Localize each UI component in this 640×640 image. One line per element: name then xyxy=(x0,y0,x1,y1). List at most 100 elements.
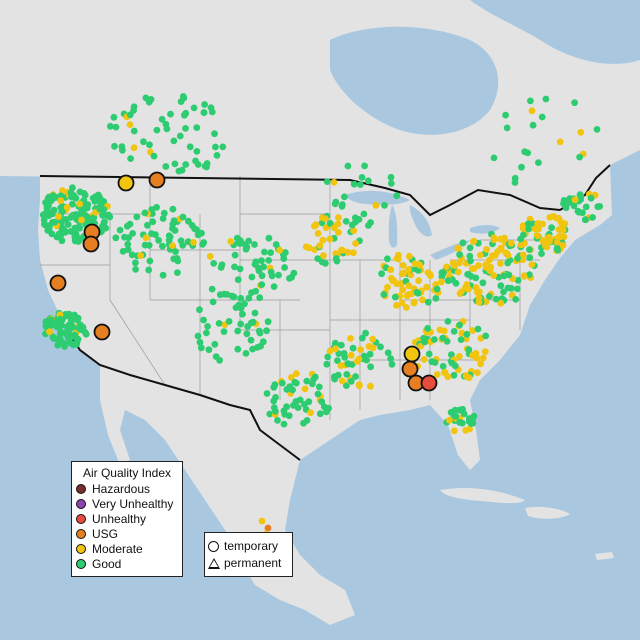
monitor-dot xyxy=(203,163,210,171)
monitor-dot xyxy=(323,178,331,186)
monitor-dot xyxy=(291,378,299,386)
monitor-dot xyxy=(272,408,279,415)
monitor-dot xyxy=(57,197,65,205)
monitor-dot xyxy=(316,242,324,250)
major-monitor-moderate xyxy=(117,174,135,192)
monitor-dot xyxy=(456,353,463,360)
monitor-dot xyxy=(398,299,406,307)
monitor-dot xyxy=(331,339,339,347)
monitor-dot xyxy=(76,200,84,208)
monitor-dot xyxy=(59,207,67,215)
monitor-dot xyxy=(124,246,132,254)
monitor-dot xyxy=(474,369,481,376)
monitor-dot xyxy=(497,246,504,253)
monitor-dot xyxy=(280,420,288,428)
monitor-dot xyxy=(419,296,426,304)
monitor-dot xyxy=(314,390,322,398)
monitor-dot xyxy=(561,220,569,228)
legend-item-unhealthy: Unhealthy xyxy=(76,512,146,526)
monitor-dot xyxy=(553,214,560,222)
monitor-dot xyxy=(406,252,413,260)
monitor-dot xyxy=(55,213,62,221)
monitor-dot xyxy=(258,257,265,265)
monitor-dot xyxy=(57,321,65,329)
monitor-dot xyxy=(234,276,242,284)
monitor-dot xyxy=(546,214,554,221)
monitor-dot xyxy=(450,328,458,335)
monitor-dot xyxy=(456,321,463,329)
monitor-dot xyxy=(421,338,429,346)
monitor-dot xyxy=(129,230,137,237)
legend-item-hazardous: Hazardous xyxy=(76,482,150,496)
monitor-dot xyxy=(265,234,273,242)
monitor-dot xyxy=(186,143,194,151)
monitor-dot xyxy=(241,300,248,308)
monitor-dot xyxy=(175,167,183,175)
monitor-dot xyxy=(209,298,217,306)
monitor-dot xyxy=(331,224,338,232)
monitor-dot xyxy=(179,213,187,221)
monitor-dot xyxy=(369,335,377,343)
monitor-dot xyxy=(450,427,458,435)
monitor-dot xyxy=(454,268,462,276)
legend-item-very-unhealthy: Very Unhealthy xyxy=(76,497,173,511)
monitor-dot xyxy=(63,331,70,338)
monitor-dot xyxy=(142,94,150,102)
monitor-dot xyxy=(467,273,475,280)
monitor-dot xyxy=(196,306,203,314)
monitor-dot xyxy=(459,239,467,247)
monitor-dot xyxy=(285,412,293,420)
major-monitor-usg xyxy=(49,274,67,292)
monitor-dot xyxy=(425,350,433,358)
monitor-dot xyxy=(142,234,150,242)
monitor-dot xyxy=(322,224,330,232)
monitor-dot xyxy=(384,349,392,357)
monitor-dot xyxy=(82,330,90,338)
monitor-dot xyxy=(512,296,520,303)
monitor-dot xyxy=(535,225,542,233)
monitor-dot xyxy=(596,203,604,210)
monitor-dot xyxy=(490,272,497,279)
monitor-dot xyxy=(476,251,484,259)
monitor-dot xyxy=(232,304,240,311)
monitor-dot xyxy=(377,343,384,351)
puerto-rico-land xyxy=(595,552,614,560)
monitor-dot xyxy=(153,126,161,134)
monitor-dot xyxy=(248,273,256,281)
monitor-dot xyxy=(521,240,528,247)
monitor-dot xyxy=(201,101,209,108)
monitor-dot xyxy=(162,120,170,128)
monitor-dot xyxy=(208,108,216,116)
state-line xyxy=(109,299,166,386)
monitor-dot xyxy=(130,127,138,135)
monitor-dot xyxy=(448,351,455,359)
monitor-dot xyxy=(387,266,395,274)
monitor-dot xyxy=(343,371,351,378)
monitor-dot xyxy=(247,336,255,344)
monitor-dot xyxy=(208,285,216,293)
monitor-dot xyxy=(378,270,385,278)
monitor-dot xyxy=(525,225,533,233)
monitor-dot xyxy=(200,239,208,246)
monitor-dot xyxy=(384,255,391,263)
monitor-dot xyxy=(511,174,519,182)
monitor-dot xyxy=(182,124,189,132)
monitor-dot xyxy=(101,218,108,226)
monitor-dot xyxy=(560,197,568,204)
monitor-dot xyxy=(337,341,345,349)
legend-label: Moderate xyxy=(92,542,143,556)
monitor-dot xyxy=(410,298,418,306)
monitor-dot xyxy=(387,355,395,363)
monitor-dot xyxy=(424,325,432,332)
monitor-dot xyxy=(399,261,407,269)
monitor-dot xyxy=(200,316,208,324)
monitor-dot xyxy=(159,242,166,250)
monitor-dot xyxy=(249,318,257,326)
monitor-dot xyxy=(192,226,200,233)
north-sea-channel xyxy=(470,0,640,64)
monitor-dot xyxy=(334,357,341,364)
hispaniola-land xyxy=(525,506,570,519)
monitor-dot xyxy=(286,275,293,282)
monitor-dot xyxy=(527,97,534,105)
monitor-dot xyxy=(364,177,372,185)
